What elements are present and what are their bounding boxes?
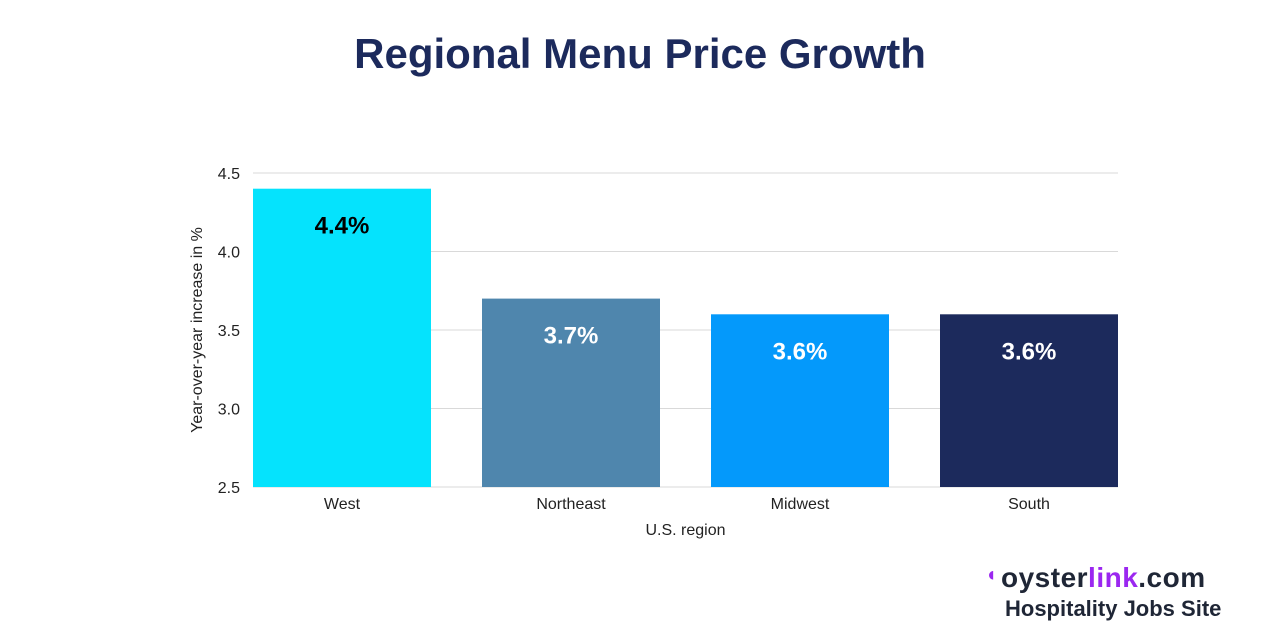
logo-suffix: .com <box>1138 562 1206 593</box>
oysterlink-logo: ◖ oysterlink.com Hospitality Jobs Site <box>985 562 1221 622</box>
bar-south <box>940 314 1118 487</box>
logo-signal-icon: ◖ <box>985 564 998 586</box>
y-tick-label: 3.0 <box>218 402 240 419</box>
bar-west <box>253 188 431 487</box>
y-tick-label: 3.5 <box>218 323 240 340</box>
data-label: 3.6% <box>773 338 828 365</box>
x-tick-label: Midwest <box>771 496 830 513</box>
logo-prefix: oyster <box>1001 562 1089 593</box>
x-tick-label: South <box>1008 496 1050 513</box>
logo-accent: link <box>1088 562 1139 593</box>
chart-title: Regional Menu Price Growth <box>354 30 926 77</box>
bar-midwest <box>711 314 889 487</box>
x-tick-label: Northeast <box>536 496 606 513</box>
data-label: 3.7% <box>544 323 599 350</box>
y-tick-label: 4.5 <box>218 166 240 183</box>
x-axis-label: U.S. region <box>645 522 725 539</box>
x-tick-label: West <box>324 496 361 513</box>
y-tick-label: 2.5 <box>218 480 240 497</box>
logo-tagline: Hospitality Jobs Site <box>1005 596 1222 621</box>
bar-northeast <box>482 298 660 487</box>
y-tick-label: 4.0 <box>218 245 240 262</box>
data-label: 3.6% <box>1002 338 1057 365</box>
y-axis-label: Year-over-year increase in % <box>189 227 206 433</box>
data-label: 4.4% <box>315 213 370 240</box>
